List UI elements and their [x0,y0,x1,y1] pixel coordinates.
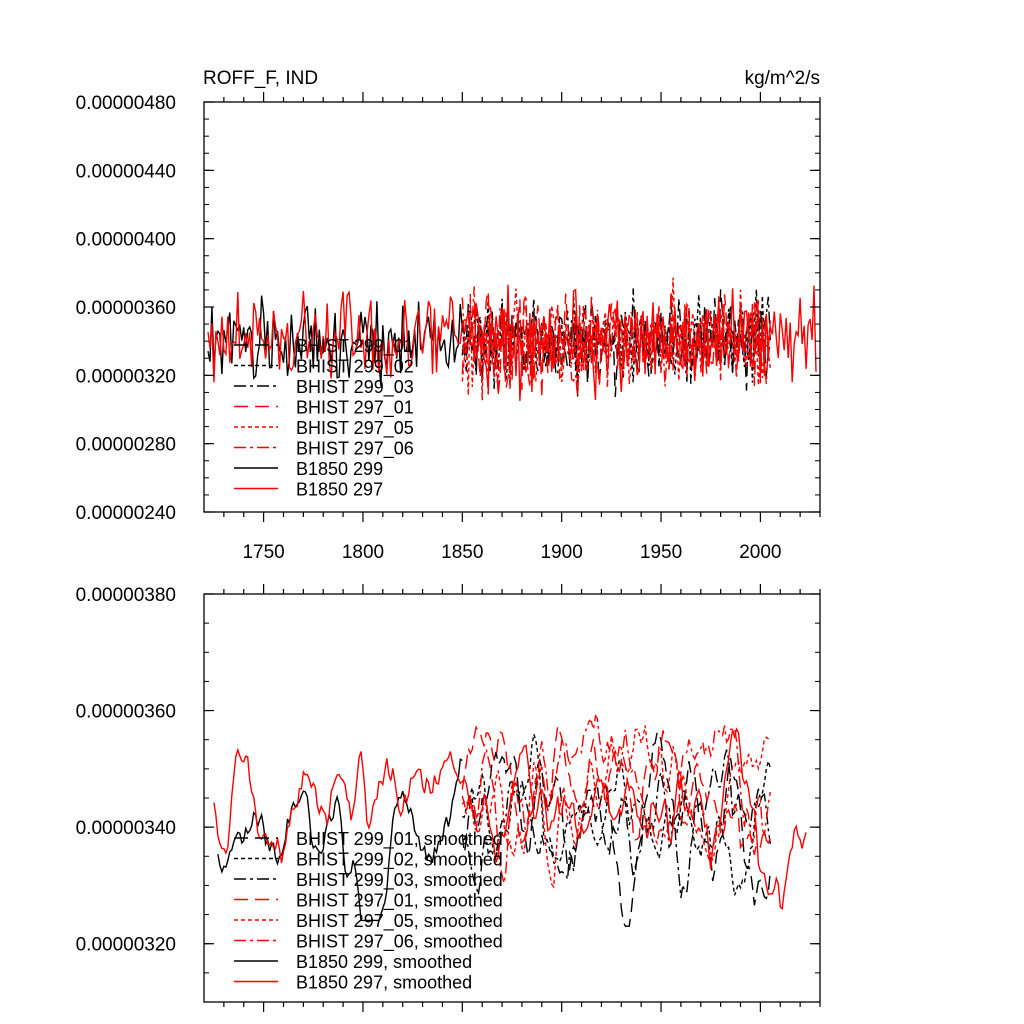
legend-label: BHIST 297_05 [296,418,414,439]
legend-label: BHIST 297_05, smoothed [296,911,503,932]
top-panel-units: kg/m^2/s [745,68,820,89]
legend-label: BHIST 299_01, smoothed [296,829,503,850]
legend-label: B1850 297 [296,480,383,500]
series-line-5 [461,713,771,884]
y-tick-label: 0.00000340 [76,818,176,839]
series-line-7 [213,727,807,911]
series-line-2 [462,749,771,899]
legend-label: BHIST 297_01 [296,398,414,419]
y-tick-label: 0.00000320 [76,935,176,956]
top-panel: ROFF_F, IND kg/m^2/s 0.00000240 0.0000028… [76,68,821,563]
legend-label: B1850 297, smoothed [296,973,472,993]
y-tick-label: 0.00000480 [76,93,176,114]
legend-label: BHIST 297_06, smoothed [296,932,503,953]
y-tick-label: 0.00000400 [76,230,176,251]
y-tick-label: 0.00000280 [76,435,176,456]
y-tick-label: 0.00000440 [76,161,176,182]
y-tick-label: 0.00000360 [76,298,176,319]
legend-label: B1850 299, smoothed [296,952,472,972]
x-tick-label: 1950 [640,542,682,563]
x-tick-label: 2000 [739,542,781,563]
y-tick-label: 0.00000320 [76,366,176,387]
x-tick-label: 1800 [342,542,384,563]
legend-label: BHIST 297_06 [296,439,414,460]
bottom-panel: 0.00000320 0.00000340 0.00000360 0.00000380… [76,584,821,1012]
y-tick-label: 0.00000360 [76,702,176,723]
top-panel-axes: 0.00000240 0.00000280 0.00000320 0.00000360… [76,92,821,563]
legend-label: BHIST 299_01 [296,336,414,357]
series-line-7 [207,284,817,401]
x-tick-label: 1850 [441,542,483,563]
legend-label: BHIST 297_01, smoothed [296,891,503,912]
top-panel-title: ROFF_F, IND [203,68,318,89]
legend-label: BHIST 299_03 [296,377,414,398]
series-line-0 [461,731,771,927]
y-tick-label: 0.00000380 [76,585,176,606]
bottom-panel-axes: 0.00000320 0.00000340 0.00000360 0.00000380 [76,584,821,1012]
x-tick-label: 1900 [541,542,583,563]
y-tick-label: 0.00000240 [76,503,176,524]
x-tick-label: 1750 [242,542,284,563]
series-line-6 [217,758,463,922]
bottom-panel-lines [213,713,807,927]
legend-label: BHIST 299_03, smoothed [296,870,503,891]
legend-label: BHIST 299_02 [296,357,414,378]
legend-label: B1850 299 [296,459,383,479]
legend-label: BHIST 299_02, smoothed [296,850,503,871]
series-line-3 [461,723,771,856]
top-panel-lines [207,277,817,401]
series-line-4 [461,277,771,401]
